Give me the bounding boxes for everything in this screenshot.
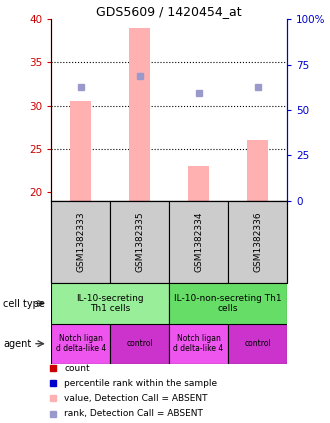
Text: cell type: cell type	[3, 299, 45, 308]
Text: value, Detection Call = ABSENT: value, Detection Call = ABSENT	[64, 394, 208, 403]
Text: control: control	[244, 339, 271, 348]
Title: GDS5609 / 1420454_at: GDS5609 / 1420454_at	[96, 5, 242, 18]
Text: Notch ligan
d delta-like 4: Notch ligan d delta-like 4	[55, 334, 106, 353]
Text: GSM1382336: GSM1382336	[253, 212, 262, 272]
Bar	[110, 324, 169, 364]
Text: GSM1382333: GSM1382333	[76, 212, 85, 272]
Bar	[228, 324, 287, 364]
Bar	[110, 201, 169, 283]
Text: control: control	[126, 339, 153, 348]
Bar	[129, 27, 150, 201]
Text: GSM1382334: GSM1382334	[194, 212, 203, 272]
Bar	[188, 166, 209, 201]
Bar	[51, 324, 110, 364]
Text: IL-10-non-secreting Th1
cells: IL-10-non-secreting Th1 cells	[174, 294, 282, 313]
Text: rank, Detection Call = ABSENT: rank, Detection Call = ABSENT	[64, 409, 203, 418]
Text: count: count	[64, 363, 90, 373]
Bar	[169, 324, 228, 364]
Text: GSM1382335: GSM1382335	[135, 212, 144, 272]
Bar	[228, 201, 287, 283]
Bar	[51, 283, 169, 324]
Text: Notch ligan
d delta-like 4: Notch ligan d delta-like 4	[174, 334, 224, 353]
Bar	[169, 201, 228, 283]
Bar	[247, 140, 268, 201]
Bar	[70, 102, 91, 201]
Text: percentile rank within the sample: percentile rank within the sample	[64, 379, 217, 388]
Bar	[169, 283, 287, 324]
Text: agent: agent	[3, 339, 32, 349]
Bar	[51, 201, 110, 283]
Text: IL-10-secreting
Th1 cells: IL-10-secreting Th1 cells	[76, 294, 144, 313]
